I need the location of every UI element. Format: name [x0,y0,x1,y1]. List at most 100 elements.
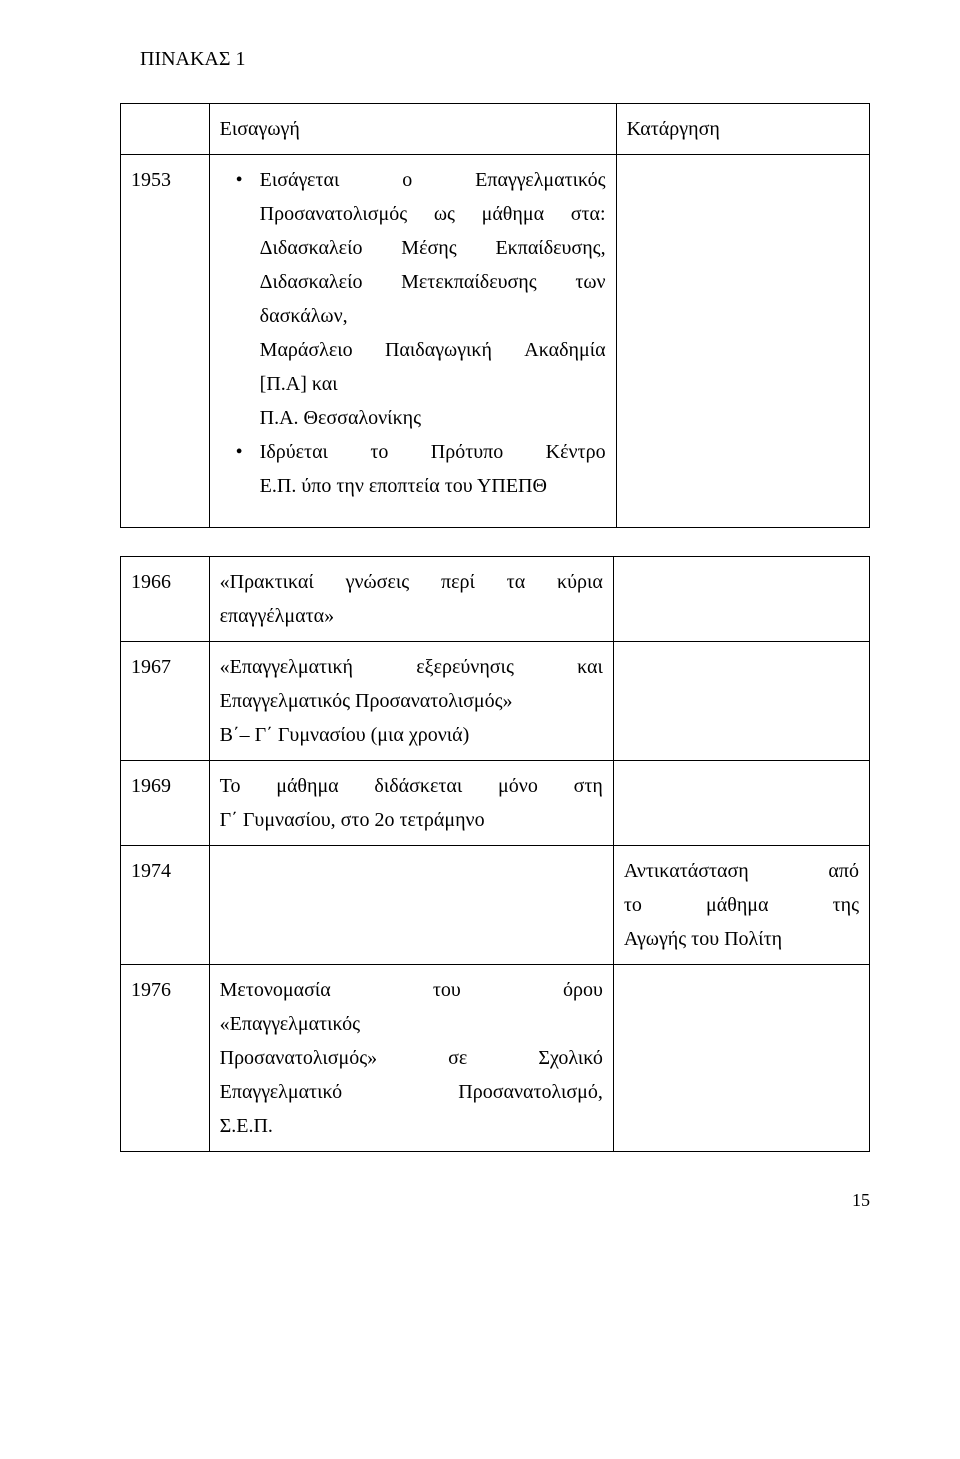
word: Αντικατάσταση [624,854,749,888]
year-cell: 1953 [121,155,210,528]
text-line: Γ΄ Γυμνασίου, στο 2ο τετράμηνο [220,803,603,837]
word: όρου [563,973,603,1007]
word: «Επαγγελματική [220,650,353,684]
word: Κέντρο [546,435,606,469]
word: εξερεύνησις [416,650,514,684]
text-line: [Π.Α] και [220,367,606,401]
text-line: Π.Α. Θεσσαλονίκης [220,401,606,435]
word: Επαγγελματικό [220,1075,342,1109]
content-cell: Μετονομασία του όρου «Επαγγελματικός Προ… [209,965,613,1152]
cell-empty [613,642,869,761]
text-line: Ε.Π. ύπο την εποπτεία του ΥΠΕΠΘ [220,469,606,503]
word: Το [220,769,241,803]
year-cell: 1974 [121,846,210,965]
word: ως [434,197,455,231]
content-cell: «Επαγγελματική εξερεύνησις και Επαγγελμα… [209,642,613,761]
text-line: επαγγέλματα» [220,599,603,633]
word: μάθημα [706,888,768,922]
cell-empty [616,155,869,528]
word: τα [507,565,526,599]
cell-empty [121,104,210,155]
table-row: 1976 Μετονομασία του όρου «Επαγγελματικό… [121,965,870,1152]
text-line: Προσανατολισμός» σε Σχολικό [220,1041,603,1075]
text-line: «Επαγγελματική εξερεύνησις και [220,650,603,684]
word: Διδασκαλείο [260,265,363,299]
table-row: 1969 Το μάθημα διδάσκεται μόνο στη Γ΄ Γυ… [121,761,870,846]
cell-empty [613,761,869,846]
text-line: Αντικατάσταση από [624,854,859,888]
text-line: Αγωγής του Πολίτη [624,922,859,956]
text-line: Επαγγελματικός Προσανατολισμός» [220,684,603,718]
table-row: 1953 Εισάγεται ο Επαγγελματικός Προσανατ… [121,155,870,528]
word: του [433,973,461,1007]
table-1: Εισαγωγή Κατάργηση 1953 Εισάγεται ο Επαγ… [120,103,870,528]
word: και [577,650,603,684]
content-cell: Το μάθημα διδάσκεται μόνο στη Γ΄ Γυμνασί… [209,761,613,846]
text-line: Σ.Ε.Π. [220,1109,603,1143]
word: Μέσης [401,231,456,265]
word: διδάσκεται [374,769,462,803]
table-2: 1966 «Πρακτικαί γνώσεις περί τα κύρια επ… [120,556,870,1152]
content-cell: Αντικατάσταση από το μάθημα της Αγωγής τ… [613,846,869,965]
word: κύρια [557,565,603,599]
text-line: Προσανατολισμός ως μάθημα στα: [220,197,606,231]
word: Μετεκπαίδευσης [401,265,537,299]
word: της [833,888,859,922]
page-number: 15 [120,1190,870,1211]
word: το [370,435,388,469]
word: σε [448,1041,467,1075]
word: Επαγγελματικός [475,163,605,197]
word: μόνο [498,769,538,803]
table-row: Εισαγωγή Κατάργηση [121,104,870,155]
word: το [624,888,642,922]
word: Μετονομασία [220,973,331,1007]
text-line: Διδασκαλείο Μετεκπαίδευσης των [220,265,606,299]
text-line: Ιδρύεται το Πρότυπο Κέντρο [220,435,606,469]
word: στη [574,769,603,803]
table-row: 1966 «Πρακτικαί γνώσεις περί τα κύρια επ… [121,557,870,642]
bullet-item: Εισάγεται ο Επαγγελματικός Προσανατολισμ… [220,163,606,435]
word: Πρότυπο [431,435,503,469]
word: μάθημα [276,769,338,803]
text-line: Διδασκαλείο Μέσης Εκπαίδευσης, [220,231,606,265]
year-cell: 1976 [121,965,210,1152]
text-line: Β΄– Γ΄ Γυμνασίου (μια χρονιά) [220,718,603,752]
word: Προσανατολισμός» [220,1041,378,1075]
text-line: «Πρακτικαί γνώσεις περί τα κύρια [220,565,603,599]
word: Εισάγεται [260,163,340,197]
cell-empty [613,965,869,1152]
content-cell: Εισάγεται ο Επαγγελματικός Προσανατολισμ… [209,155,616,528]
bullet-item: Ιδρύεται το Πρότυπο Κέντρο Ε.Π. ύπο την … [220,435,606,503]
cell-empty [613,557,869,642]
text-line: Επαγγελματικό Προσανατολισμό, [220,1075,603,1109]
table-row: 1967 «Επαγγελματική εξερεύνησις και Επαγ… [121,642,870,761]
word: από [828,854,859,888]
word: Προσανατολισμός [260,197,408,231]
word: Μαράσλειο [260,333,353,367]
word: στα: [571,197,606,231]
word: Εκπαίδευσης, [495,231,605,265]
table-row: 1974 Αντικατάσταση από το μάθημα της Αγω… [121,846,870,965]
year-cell: 1966 [121,557,210,642]
content-cell: «Πρακτικαί γνώσεις περί τα κύρια επαγγέλ… [209,557,613,642]
page-heading: ΠΙΝΑΚΑΣ 1 [140,48,870,71]
header-right: Κατάργηση [616,104,869,155]
word: περί [441,565,475,599]
word: Διδασκαλείο [260,231,363,265]
text-line: «Επαγγελματικός [220,1007,603,1041]
cell-empty [209,846,613,965]
text-line: δασκάλων, [220,299,606,333]
word: Προσανατολισμό, [458,1075,603,1109]
word: ο [402,163,412,197]
word: μάθημα [482,197,544,231]
year-cell: 1967 [121,642,210,761]
header-mid: Εισαγωγή [209,104,616,155]
text-line: Εισάγεται ο Επαγγελματικός [220,163,606,197]
word: Ιδρύεται [260,435,328,469]
word: Ακαδημία [524,333,605,367]
word: «Πρακτικαί [220,565,314,599]
text-line: το μάθημα της [624,888,859,922]
word: των [575,265,605,299]
text-line: Μετονομασία του όρου [220,973,603,1007]
text-line: Μαράσλειο Παιδαγωγική Ακαδημία [220,333,606,367]
